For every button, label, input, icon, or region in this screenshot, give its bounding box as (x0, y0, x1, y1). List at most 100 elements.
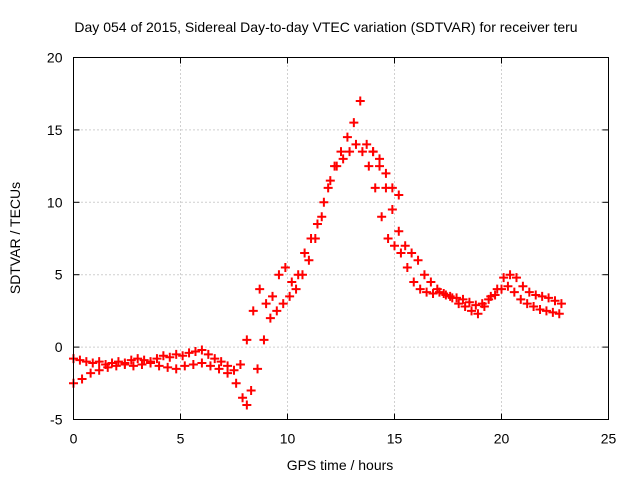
tick-labels: 0 5 10 15 20 25 -5 0 5 10 15 20 (47, 50, 617, 447)
data-point (265, 313, 275, 323)
data-point (246, 386, 256, 396)
data-point (415, 284, 425, 294)
data-point (402, 262, 412, 272)
data-point (445, 291, 455, 301)
data-point (490, 290, 500, 300)
data-point (375, 154, 385, 164)
data-point (554, 309, 564, 319)
data-point (368, 147, 378, 157)
y-tick-label: 15 (47, 122, 63, 138)
data-point (541, 306, 551, 316)
data-point (471, 300, 481, 310)
data-point (370, 183, 380, 193)
data-point (349, 118, 359, 128)
data-point (126, 355, 136, 365)
data-point (88, 358, 98, 368)
data-point (261, 299, 271, 309)
data-point (550, 296, 560, 306)
data-point (544, 293, 554, 303)
x-tick-label: 5 (177, 431, 185, 447)
data-point (400, 241, 410, 251)
data-point (381, 168, 391, 178)
data-point (364, 161, 374, 171)
data-point (133, 354, 143, 364)
data-point (338, 154, 348, 164)
data-point (319, 197, 329, 207)
data-point (111, 361, 121, 371)
data-point (422, 287, 432, 297)
data-point (278, 299, 288, 309)
data-point (205, 361, 215, 371)
y-tick-label: 0 (55, 339, 63, 355)
data-point (231, 378, 241, 388)
data-point (439, 289, 449, 299)
data-point (537, 291, 547, 301)
x-tick-label: 15 (387, 431, 403, 447)
data-point (229, 365, 239, 375)
data-point (248, 306, 258, 316)
plot-frame (73, 57, 609, 420)
y-tick-label: -5 (50, 412, 63, 428)
data-point (165, 352, 175, 362)
x-tick-label: 0 (70, 431, 78, 447)
data-point (460, 302, 470, 312)
data-point (351, 139, 361, 149)
data-point (242, 400, 252, 410)
data-point (452, 293, 462, 303)
data-point (516, 294, 526, 304)
data-point (426, 277, 436, 287)
data-point (214, 364, 224, 374)
data-point (342, 132, 352, 142)
data-point (377, 212, 387, 222)
data-point (484, 294, 494, 304)
data-point (518, 281, 528, 291)
data-point (180, 361, 190, 371)
data-point (312, 219, 322, 229)
data-point (473, 309, 483, 319)
x-tick-label: 20 (494, 431, 510, 447)
data-point (396, 248, 406, 258)
data-point (503, 281, 513, 291)
data-point (197, 358, 207, 368)
data-point (325, 176, 335, 186)
data-point (394, 226, 404, 236)
data-point (394, 190, 404, 200)
data-point (203, 349, 213, 359)
data-point (505, 270, 515, 280)
data-point (409, 277, 419, 287)
chart-title: Day 054 of 2015, Sidereal Day-to-day VTE… (74, 19, 577, 35)
data-point (509, 287, 519, 297)
data-point (467, 306, 477, 316)
data-point (497, 284, 506, 294)
data-point (197, 345, 207, 355)
data-point (188, 359, 198, 369)
data-point (223, 368, 233, 378)
data-point (419, 270, 429, 280)
data-point (330, 161, 340, 171)
x-tick-label: 10 (280, 431, 296, 447)
data-point (529, 302, 539, 312)
data-point (287, 277, 297, 287)
data-point (158, 351, 168, 361)
data-point (413, 255, 423, 265)
data-point (383, 234, 393, 243)
data-point (128, 361, 138, 371)
series-track-1 (69, 139, 566, 375)
data-point (300, 248, 310, 258)
data-point (272, 306, 282, 316)
ticks (73, 57, 609, 420)
data-point (499, 273, 509, 283)
data-point (454, 299, 464, 309)
data-point (190, 346, 200, 356)
data-point (242, 335, 252, 345)
data-point (163, 362, 173, 372)
data-point (375, 161, 385, 171)
data-point (253, 364, 263, 374)
data-point (548, 307, 558, 317)
y-tick-label: 5 (55, 267, 63, 283)
data-point (381, 183, 391, 193)
data-point (223, 361, 233, 371)
series-track-2 (69, 96, 404, 410)
data-point (94, 357, 104, 367)
